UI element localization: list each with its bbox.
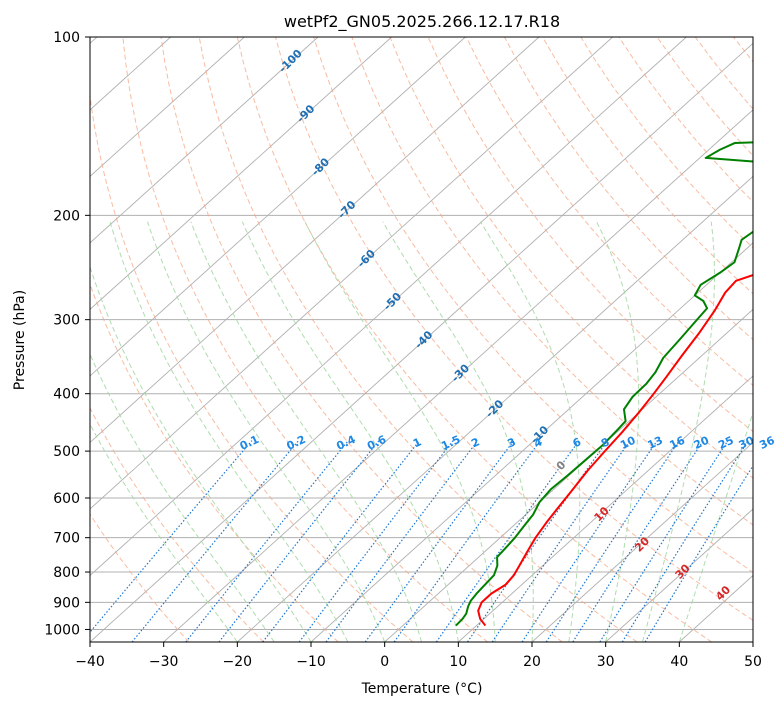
moist-adiabat [90, 423, 238, 642]
y-axis: 100 200 300 400 500 600 700 800 900 1000 [44, 30, 90, 638]
plot-frame [89, 36, 754, 643]
y-tick-label: 200 [53, 208, 80, 224]
y-axis-label: Pressure (hPa) [12, 290, 28, 390]
y-tick-label: 800 [53, 565, 80, 581]
x-tick-label: −20 [223, 654, 253, 670]
mixing-ratio-line [521, 440, 658, 642]
moist-adiabat [90, 265, 312, 642]
y-tick-label: 1000 [44, 622, 80, 638]
mixing-ratio-line [131, 440, 300, 642]
moist-adiabat [382, 221, 534, 642]
moist-adiabat [678, 410, 753, 642]
dry-adiabat [427, 37, 753, 433]
isotherm-line [310, 242, 753, 642]
moist-adiabat [241, 221, 459, 642]
isotherm-line [163, 109, 753, 642]
dry-adiabat [90, 406, 264, 642]
mixing-ratio-label: 36 [757, 434, 775, 452]
temperature-profile [477, 273, 753, 627]
mixing-ratio-label: 10 [618, 434, 638, 452]
mixing-ratio-line [545, 440, 680, 642]
dry-adiabat [465, 37, 753, 387]
dry-adiabat [389, 37, 753, 479]
dry-adiabat [275, 37, 753, 621]
isotherm-line [531, 441, 753, 642]
dry-adiabat [351, 37, 753, 526]
mixing-ratio-label: 25 [716, 434, 735, 452]
dry-adiabat [90, 91, 414, 642]
isotherm-line [90, 37, 392, 311]
moist-adiabat [642, 221, 715, 642]
x-tick-label: 30 [597, 654, 615, 670]
x-tick-label: 10 [449, 654, 467, 670]
isotherm-line [90, 37, 466, 377]
isotherm-line [90, 37, 540, 444]
x-tick-label: 0 [380, 654, 389, 670]
x-tick-label: −10 [296, 654, 326, 670]
dry-adiabat [160, 37, 563, 642]
x-tick-label: −30 [149, 654, 179, 670]
y-tick-label: 400 [53, 387, 80, 403]
dry-adiabat [122, 37, 488, 642]
dewpoint-profile [455, 141, 753, 627]
mixing-ratio-line [572, 440, 704, 642]
y-tick-label: 700 [53, 531, 80, 547]
isotherm-line [605, 508, 753, 642]
moist-adiabat [90, 352, 275, 642]
isotherm-line [458, 375, 753, 642]
mixing-ratio-line [644, 464, 753, 642]
profiles [455, 141, 753, 627]
dry-adiabat [198, 37, 638, 642]
mixing-ratio-line [491, 440, 631, 642]
x-axis-label: Temperature (°C) [361, 681, 483, 697]
mixing-ratio-line [90, 440, 253, 634]
mixing-ratio-line [262, 440, 420, 642]
isotherm-line [90, 37, 245, 177]
isotherm-line [90, 37, 613, 510]
y-tick-label: 900 [53, 595, 80, 611]
mixing-ratio-line [435, 440, 580, 642]
y-tick-label: 600 [53, 491, 80, 507]
mixing-ratio-label: 13 [646, 434, 665, 452]
mixing-ratio-line [599, 440, 729, 642]
isotherm-line [90, 37, 687, 577]
mixing-ratio-label: 16 [668, 434, 688, 452]
x-tick-label: 50 [744, 654, 762, 670]
moist-adiabat [479, 221, 581, 642]
moist-adiabat [596, 221, 640, 642]
mixing-ratio-line [325, 440, 479, 642]
y-tick-label: 300 [53, 313, 80, 329]
mixing-ratio-label: 20 [692, 434, 712, 452]
x-tick-label: 20 [523, 654, 541, 670]
x-tick-label: 40 [670, 654, 688, 670]
mixing-ratio-line [621, 440, 749, 642]
x-axis: −40 −30 −20 −10 0 10 20 30 40 50 [75, 642, 762, 670]
y-tick-label: 500 [53, 444, 80, 460]
mixing-ratio-label: 30 [737, 434, 757, 452]
isotherm-line [237, 175, 753, 642]
x-tick-label: −40 [75, 654, 105, 670]
moist-adiabat [190, 221, 422, 642]
y-tick-label: 100 [53, 30, 80, 46]
isotherm-line [384, 308, 753, 642]
isotherm-line [90, 37, 319, 244]
chart-title: wetPf2_GN05.2025.266.12.17.R18 [284, 12, 560, 32]
moist-adiabat [147, 221, 386, 642]
dry-adiabat [236, 37, 712, 642]
dry-adiabat [503, 37, 753, 341]
mixing-ratio-line [298, 440, 454, 642]
